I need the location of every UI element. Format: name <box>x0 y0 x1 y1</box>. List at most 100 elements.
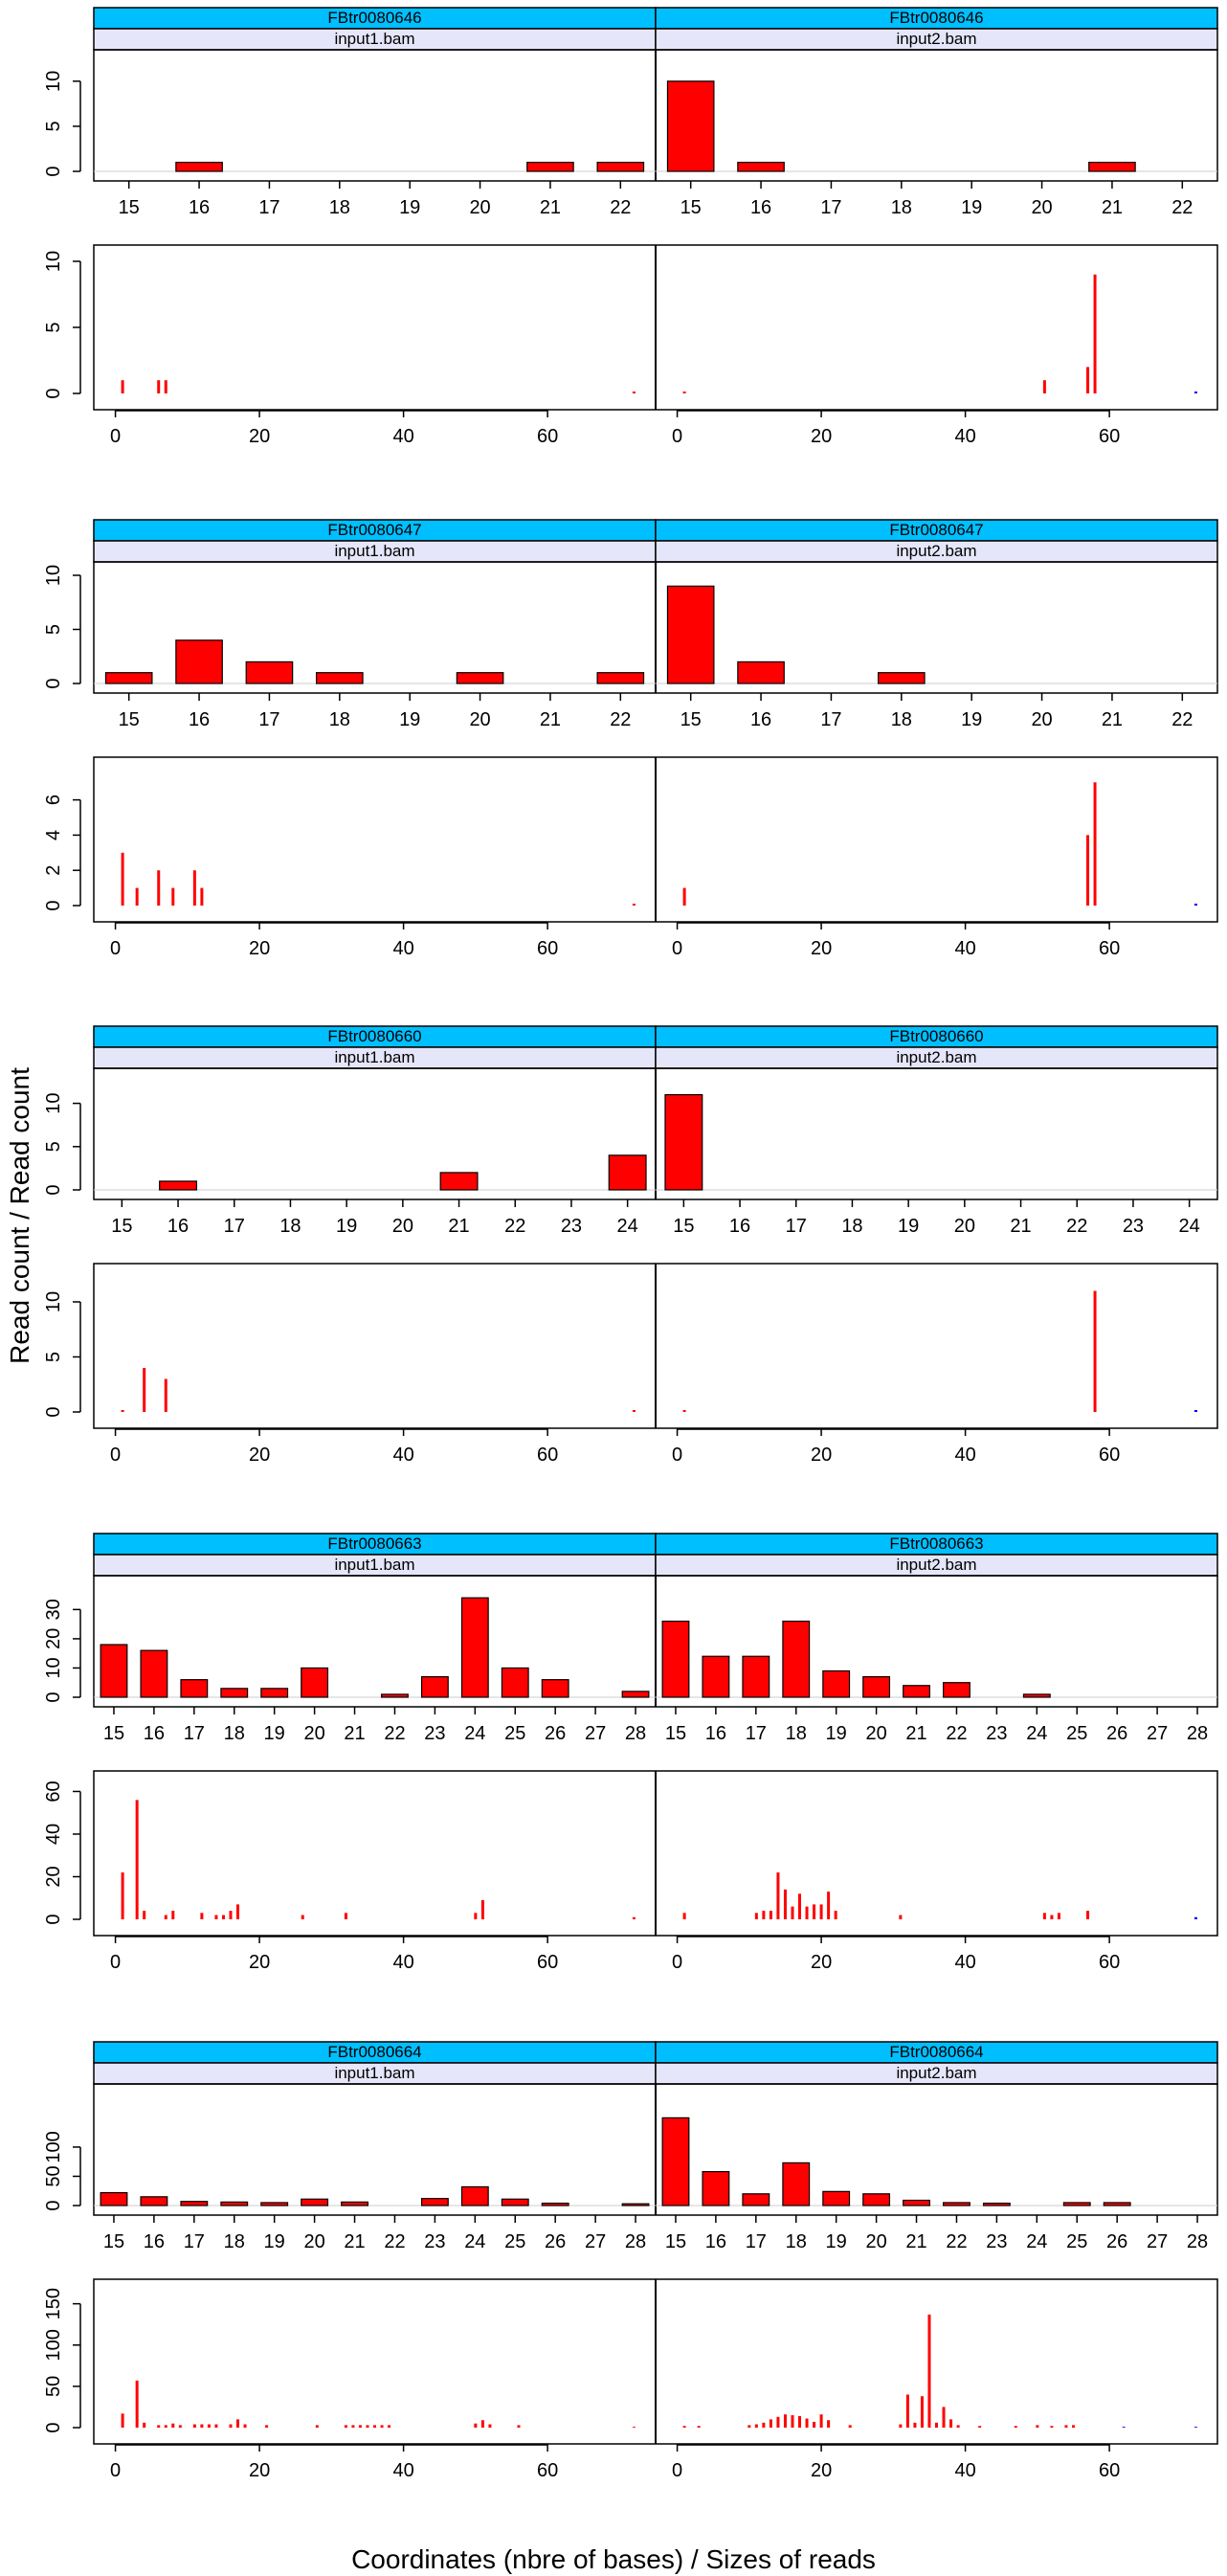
y-tick-label: 50 <box>43 2376 64 2397</box>
y-tick-label: 150 <box>43 2288 64 2319</box>
y-tick-label: 0 <box>43 166 64 176</box>
bar <box>541 2202 569 2206</box>
bar <box>526 161 574 172</box>
x-tick-label: 18 <box>891 197 912 218</box>
x-tick-label: 20 <box>865 1723 886 1744</box>
sample-strip-label: input2.bam <box>896 2064 976 2082</box>
bar <box>1088 161 1136 172</box>
x-tick-label: 18 <box>224 1723 245 1744</box>
y-tick-label: 10 <box>43 565 64 586</box>
bar <box>943 1682 970 1698</box>
x-tick-label: 21 <box>1102 709 1123 730</box>
sample-strip-label: input1.bam <box>334 30 414 48</box>
x-tick-label: 20 <box>811 2460 832 2481</box>
x-tick-label: 20 <box>249 2460 270 2481</box>
y-tick-label: 20 <box>43 1866 64 1887</box>
x-tick-label: 17 <box>746 1723 767 1744</box>
x-tick-label: 0 <box>110 2460 121 2481</box>
bar <box>301 2198 329 2206</box>
x-tick-label: 20 <box>811 1445 832 1466</box>
bar <box>608 1154 647 1191</box>
x-tick-label: 25 <box>504 1723 525 1744</box>
bar <box>381 1693 409 1698</box>
x-tick-label: 17 <box>184 2231 205 2252</box>
x-tick-label: 40 <box>392 938 413 959</box>
y-tick-label: 5 <box>43 1141 64 1152</box>
x-tick-label: 21 <box>448 1216 469 1237</box>
x-tick-label: 23 <box>424 2231 445 2252</box>
y-tick-label: 100 <box>43 2329 64 2361</box>
sample-strip-label: input1.bam <box>334 542 414 560</box>
x-tick-label: 16 <box>189 709 210 730</box>
x-tick-label: 22 <box>946 2231 967 2252</box>
x-tick-label: 19 <box>399 197 420 218</box>
x-tick-label: 25 <box>1066 2231 1087 2252</box>
x-tick-label: 15 <box>673 1216 694 1237</box>
bar <box>737 161 785 172</box>
bar <box>877 672 926 684</box>
bar <box>666 80 715 172</box>
y-tick-label: 0 <box>43 1914 64 1924</box>
bar <box>596 161 645 172</box>
x-tick-label: 23 <box>986 2231 1007 2252</box>
y-tick-label: 0 <box>43 678 64 688</box>
x-tick-label: 24 <box>464 1723 485 1744</box>
x-tick-label: 60 <box>537 1952 558 1973</box>
bar <box>1062 2202 1091 2206</box>
x-tick-label: 20 <box>392 1216 413 1237</box>
x-tick-label: 17 <box>820 197 841 218</box>
bar <box>822 1669 851 1698</box>
x-tick-label: 20 <box>811 1952 832 1973</box>
x-tick-label: 19 <box>961 709 982 730</box>
x-tick-label: 18 <box>329 197 350 218</box>
bar <box>439 1172 479 1191</box>
bar <box>943 2202 970 2206</box>
x-tick-label: 40 <box>392 426 413 447</box>
x-tick-label: 21 <box>540 709 561 730</box>
bar <box>903 1685 930 1698</box>
y-tick-label: 2 <box>43 865 64 876</box>
x-tick-label: 18 <box>786 2231 807 2252</box>
x-tick-label: 0 <box>672 2460 682 2481</box>
bar <box>260 2202 289 2206</box>
bar <box>260 1688 289 1698</box>
x-tick-label: 23 <box>424 1723 445 1744</box>
x-tick-label: 20 <box>303 2231 324 2252</box>
x-tick-label: 19 <box>264 1723 285 1744</box>
gene-strip-label: FBtr0080646 <box>327 9 421 27</box>
bar <box>180 2201 209 2206</box>
x-tick-label: 20 <box>811 938 832 959</box>
x-tick-label: 40 <box>392 2460 413 2481</box>
x-tick-label: 22 <box>1171 709 1193 730</box>
bar <box>742 1655 770 1698</box>
x-tick-label: 20 <box>1031 197 1052 218</box>
bar <box>301 1667 329 1698</box>
bar <box>180 1679 209 1698</box>
x-tick-label: 15 <box>119 197 140 218</box>
bar <box>621 1691 650 1698</box>
y-tick-label: 5 <box>43 121 64 131</box>
x-axis-label: Coordinates (nbre of bases) / Sizes of r… <box>351 2544 876 2574</box>
x-tick-label: 15 <box>103 2231 124 2252</box>
bar <box>982 2202 1011 2206</box>
x-tick-label: 21 <box>1010 1216 1031 1237</box>
x-tick-label: 60 <box>537 938 558 959</box>
x-tick-label: 27 <box>1147 1723 1168 1744</box>
y-tick-label: 10 <box>43 1657 64 1678</box>
bar <box>903 2199 930 2206</box>
x-tick-label: 15 <box>665 1723 686 1744</box>
x-tick-label: 22 <box>1066 1216 1087 1237</box>
bar <box>140 1649 168 1698</box>
y-tick-label: 4 <box>43 830 64 840</box>
x-tick-label: 16 <box>750 197 771 218</box>
x-tick-label: 20 <box>249 426 270 447</box>
y-tick-label: 10 <box>43 1291 64 1312</box>
plot-area: FBtr0080646 input1.bam FBtr0080646 input2.b… <box>43 7 1218 2481</box>
y-tick-label: 5 <box>43 1352 64 1362</box>
y-tick-label: 40 <box>43 1824 64 1845</box>
x-tick-label: 17 <box>746 2231 767 2252</box>
gene-strip-label: FBtr0080660 <box>327 1027 421 1045</box>
x-tick-label: 21 <box>905 1723 926 1744</box>
y-axis-label: Read count / Read count <box>5 1067 34 1364</box>
x-tick-label: 0 <box>110 1952 121 1973</box>
